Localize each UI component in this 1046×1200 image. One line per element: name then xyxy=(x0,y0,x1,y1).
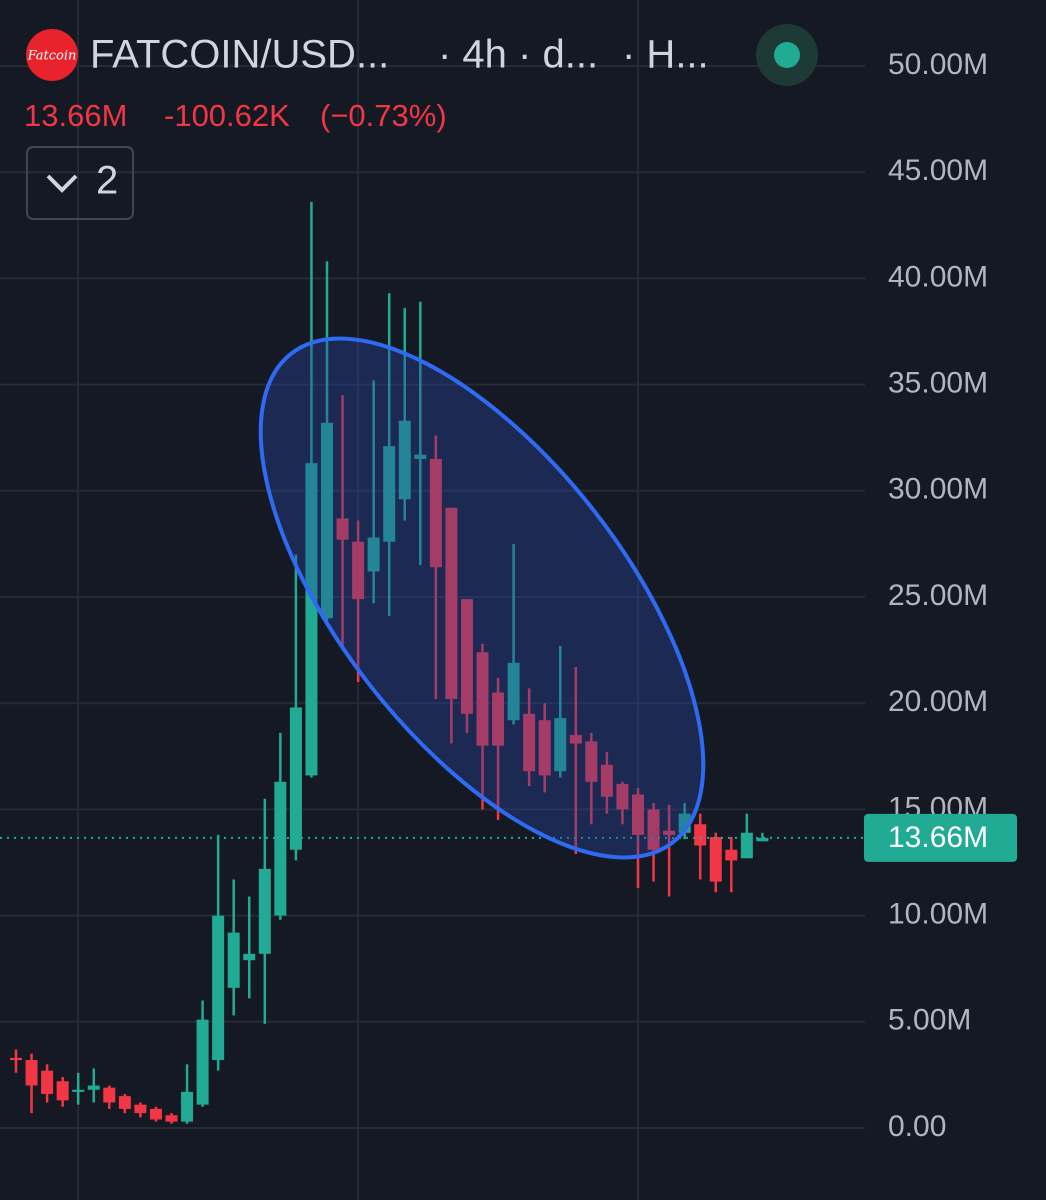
candle-body xyxy=(694,824,707,846)
candle-body xyxy=(725,849,738,861)
candle-body xyxy=(289,707,302,850)
indicator-toggle[interactable] xyxy=(26,146,134,220)
candle-body xyxy=(134,1104,147,1114)
last-price-label: 13.66M xyxy=(888,821,988,854)
candle-body xyxy=(227,932,240,988)
candle-body xyxy=(554,718,567,772)
candle-body xyxy=(181,1091,194,1122)
candle-body xyxy=(756,837,769,842)
candle-body xyxy=(616,783,629,810)
candle-body xyxy=(196,1019,209,1105)
candle-body xyxy=(492,692,505,746)
candle-body xyxy=(632,794,644,835)
candle-body xyxy=(87,1085,100,1090)
logo-text: Fatcoin xyxy=(27,49,77,64)
candle-body xyxy=(600,764,613,797)
candle-body xyxy=(367,537,380,572)
candle-body xyxy=(414,454,427,459)
symbol[interactable]: FATCOIN/USD... xyxy=(90,33,389,77)
candle-body xyxy=(305,463,318,776)
candle-body xyxy=(25,1060,38,1086)
candle-body xyxy=(10,1057,22,1061)
y-tick-label: 10.00M xyxy=(888,898,988,931)
candle-body xyxy=(336,518,349,540)
candle-body xyxy=(709,837,722,882)
y-tick-label: 25.00M xyxy=(888,579,988,612)
candle-body xyxy=(740,832,753,859)
candle-body xyxy=(383,446,396,542)
y-tick-label: 35.00M xyxy=(888,367,988,400)
candle-body xyxy=(149,1108,162,1120)
candle-body xyxy=(352,541,365,600)
y-tick-label: 0.00 xyxy=(888,1110,946,1143)
y-tick-label: 45.00M xyxy=(888,154,988,187)
candle-body xyxy=(445,507,458,699)
highlight-ellipse xyxy=(258,336,706,860)
candle-body xyxy=(258,868,271,954)
candle-body xyxy=(398,420,411,500)
y-tick-label: 40.00M xyxy=(888,260,988,293)
candle-body xyxy=(429,458,442,568)
chevron xyxy=(46,174,78,193)
price: 13.66M xyxy=(24,98,127,133)
candle-body xyxy=(507,662,520,721)
candle-body xyxy=(476,652,489,746)
candle-body xyxy=(647,809,660,850)
change-pct: (−0.73%) xyxy=(320,98,447,133)
candle-body xyxy=(274,781,287,916)
candle-body xyxy=(72,1089,85,1092)
logo xyxy=(26,29,78,81)
source[interactable]: · H... xyxy=(622,33,709,77)
candle-body xyxy=(165,1115,178,1122)
y-axis: 0.005.00M10.00M15.00M20.00M25.00M30.00M3… xyxy=(864,48,1017,1143)
candle-body xyxy=(663,830,676,835)
candle-body xyxy=(212,915,225,1061)
candle-body xyxy=(321,422,333,619)
candle-body xyxy=(118,1096,131,1109)
candle-body xyxy=(103,1087,116,1103)
y-tick-label: 5.00M xyxy=(888,1004,971,1037)
candle-body xyxy=(460,599,473,714)
interval[interactable]: · 4h · d... xyxy=(438,33,598,77)
candle-body xyxy=(41,1070,54,1095)
indicator-count: 2 xyxy=(96,159,118,203)
last-price-tag xyxy=(864,813,1017,862)
y-tick-label: 30.00M xyxy=(888,473,988,506)
candle-body xyxy=(585,741,598,782)
y-tick-label: 20.00M xyxy=(888,685,988,718)
candle-body xyxy=(243,953,256,961)
candle-body xyxy=(56,1081,69,1101)
candle-body xyxy=(538,720,551,776)
candle-body xyxy=(569,735,582,744)
change: -100.62K xyxy=(164,98,290,133)
y-tick-label: 50.00M xyxy=(888,48,988,81)
candle-body xyxy=(523,713,536,772)
status-dot xyxy=(774,42,800,68)
